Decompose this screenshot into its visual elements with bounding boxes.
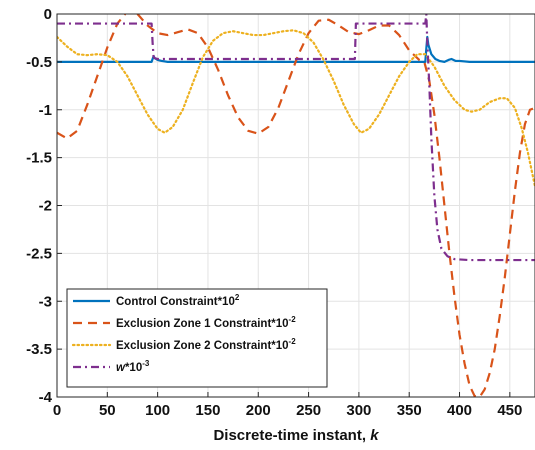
series-line-w (57, 14, 535, 262)
legend-entry-sup: 2 (235, 293, 240, 302)
legend-entry-main: Exclusion Zone 1 Constraint*10 (116, 318, 289, 330)
x-tick-label: 450 (497, 402, 522, 419)
legend-entry-control: Control Constraint*102 (116, 293, 240, 308)
x-tick-label: 250 (296, 402, 321, 419)
y-tick-label: -2 (39, 198, 52, 215)
legend-entry-var: w (116, 362, 126, 374)
x-axis-label-var: k (370, 427, 379, 444)
series-line-exclusion1 (57, 14, 535, 397)
x-tick-label: 150 (195, 402, 220, 419)
y-tick-label: -0.5 (26, 54, 52, 71)
y-tick-label: -3 (39, 293, 52, 310)
x-axis-label: Discrete-time instant, k (213, 427, 379, 444)
y-tick-label: -3.5 (26, 341, 52, 358)
y-tick-label: -4 (39, 389, 53, 406)
y-axis-ticks: 0 -0.5 -1 -1.5 -2 -2.5 -3 -3.5 -4 (26, 6, 62, 406)
legend-box (66, 288, 328, 388)
y-tick-label: -2.5 (26, 245, 52, 262)
series-lines (57, 14, 535, 397)
legend-entry-exclusion1: Exclusion Zone 1 Constraint*10-2 (116, 315, 296, 330)
x-axis-ticks: 0 50 100 150 200 250 300 350 400 450 (53, 392, 522, 419)
legend-entry-exclusion2: Exclusion Zone 2 Constraint*10-2 (116, 337, 296, 352)
y-tick-label: -1.5 (26, 150, 52, 167)
legend-entry-sup: -2 (289, 315, 297, 324)
x-tick-label: 50 (99, 402, 116, 419)
x-tick-label: 200 (246, 402, 271, 419)
legend-entry-main: Exclusion Zone 2 Constraint*10 (116, 340, 289, 352)
x-tick-label: 0 (53, 402, 61, 419)
y-tick-label: 0 (44, 6, 52, 23)
x-tick-label: 300 (346, 402, 371, 419)
legend-entry-sup: -2 (289, 337, 297, 346)
y-tick-label: -1 (39, 102, 52, 119)
x-tick-label: 400 (447, 402, 472, 419)
x-tick-label: 100 (145, 402, 170, 419)
legend-entry-w: w*10-3 (116, 359, 150, 374)
series-line-exclusion2 (57, 29, 535, 188)
x-axis-label-main: Discrete-time instant, (213, 427, 370, 444)
legend-entry-main: Control Constraint*10 (116, 296, 235, 308)
legend-entry-sup: -3 (142, 359, 150, 368)
legend: Control Constraint*102 Exclusion Zone 1 C… (66, 288, 328, 388)
legend-entry-main: *10 (125, 362, 142, 374)
x-tick-label: 350 (397, 402, 422, 419)
